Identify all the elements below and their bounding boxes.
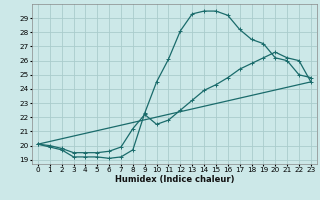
- X-axis label: Humidex (Indice chaleur): Humidex (Indice chaleur): [115, 175, 234, 184]
